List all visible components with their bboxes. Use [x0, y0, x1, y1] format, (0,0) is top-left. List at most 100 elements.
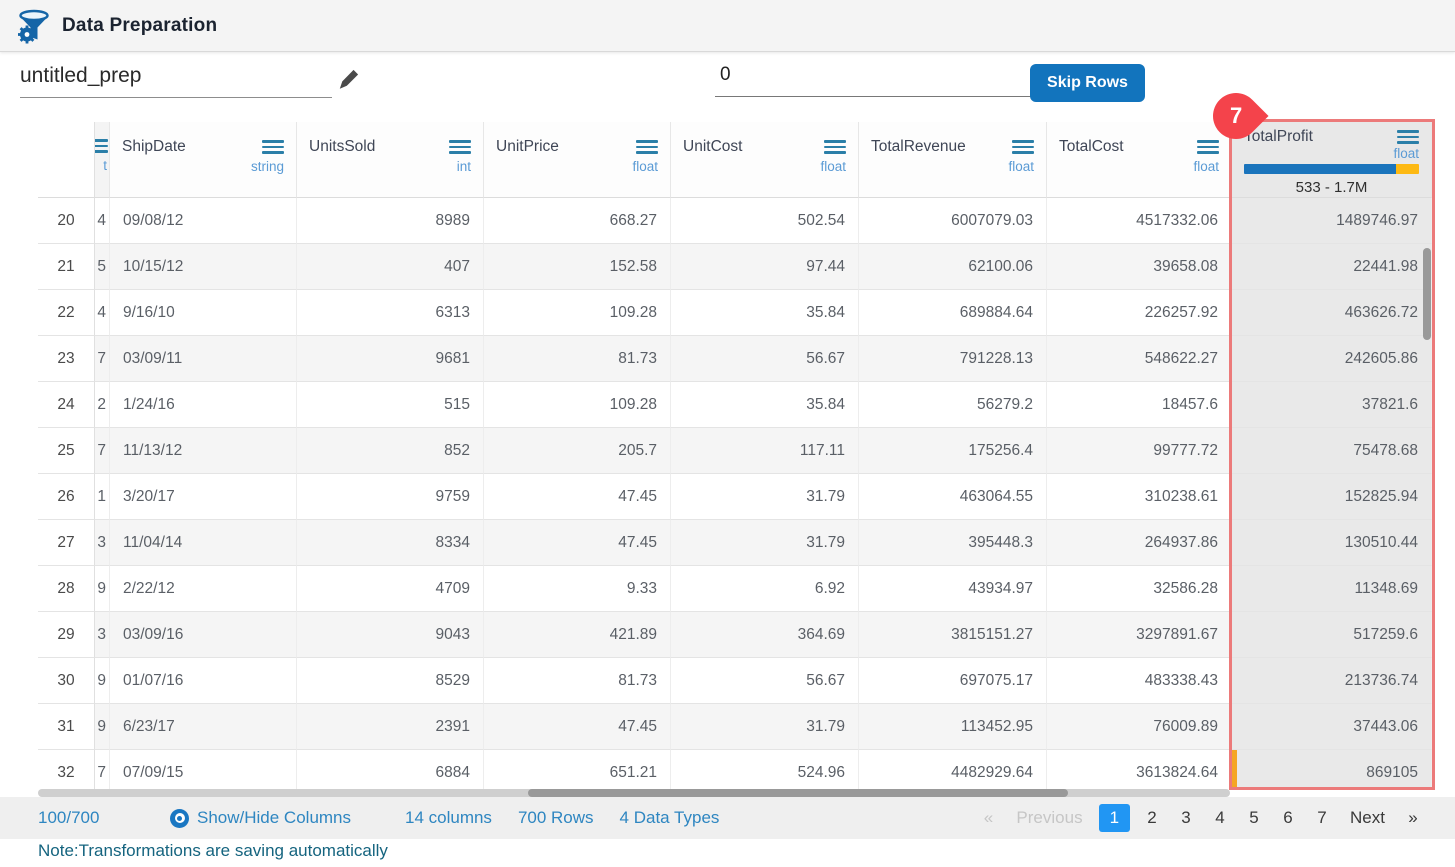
distribution-bar-yellow — [1396, 164, 1419, 174]
column-menu-icon[interactable] — [95, 139, 108, 153]
cell-total_profit: 130510.44 — [1232, 520, 1432, 566]
pagination-page-5[interactable]: 5 — [1249, 808, 1259, 827]
pagination-previous[interactable]: Previous — [1016, 808, 1083, 827]
cell-unit_cost: 31.79 — [671, 520, 859, 566]
cell-unit_price: 651.21 — [484, 750, 671, 790]
cell-total_cost: 18457.6 — [1047, 382, 1232, 428]
row-number: 23 — [38, 336, 95, 382]
column-header-units_sold[interactable]: UnitsSold int — [297, 122, 484, 198]
clipped-cell: 3 — [95, 612, 110, 658]
cell-unit_cost: 97.44 — [671, 244, 859, 290]
pagination-page-1[interactable]: 1 — [1098, 804, 1131, 832]
column-label: TotalProfit — [1244, 128, 1313, 145]
show-hide-columns-button[interactable]: Show/Hide Columns — [170, 797, 351, 839]
skip-rows-button[interactable]: Skip Rows — [1030, 64, 1145, 102]
column-header-ship_date[interactable]: ShipDate string — [110, 122, 297, 198]
column-header-total_cost[interactable]: TotalCost float — [1047, 122, 1232, 198]
pagination: « Previous 1 2 3 4 5 6 7 Next » — [976, 797, 1425, 839]
horizontal-scrollbar-thumb[interactable] — [528, 789, 1068, 797]
column-menu-icon[interactable] — [1397, 130, 1419, 144]
pagination-next[interactable]: Next — [1350, 808, 1385, 827]
vertical-scrollbar-thumb[interactable] — [1423, 248, 1431, 340]
cell-total_revenue: 62100.06 — [859, 244, 1047, 290]
cell-units_sold: 4709 — [297, 566, 484, 612]
column-range-label: 533 - 1.7M — [1295, 179, 1368, 196]
column-menu-icon[interactable] — [1012, 140, 1034, 154]
clipped-cell: 5 — [95, 244, 110, 290]
clipped-cell: 4 — [95, 290, 110, 336]
cell-total_cost: 264937.86 — [1047, 520, 1232, 566]
cell-ship_date: 2/22/12 — [110, 566, 297, 612]
cell-total_profit: 1489746.97 — [1232, 198, 1432, 244]
pagination-page-3[interactable]: 3 — [1181, 808, 1191, 827]
cell-total_profit: 242605.86 — [1232, 336, 1432, 382]
clipped-column-header[interactable]: t — [95, 122, 110, 198]
skip-rows-input[interactable]: 0 — [715, 64, 1091, 97]
column-header-unit_cost[interactable]: UnitCost float — [671, 122, 859, 198]
cell-units_sold: 9759 — [297, 474, 484, 520]
row-number: 27 — [38, 520, 95, 566]
cell-total_cost: 3297891.67 — [1047, 612, 1232, 658]
row-number: 28 — [38, 566, 95, 612]
cell-units_sold: 852 — [297, 428, 484, 474]
column-header-total_revenue[interactable]: TotalRevenue float — [859, 122, 1047, 198]
cell-total_revenue: 689884.64 — [859, 290, 1047, 336]
cell-total_revenue: 113452.95 — [859, 704, 1047, 750]
table-row: 23 7 03/09/11 9681 81.73 56.67 791228.13 548622… — [38, 336, 1433, 382]
cell-total_cost: 99777.72 — [1047, 428, 1232, 474]
pagination-page-7[interactable]: 7 — [1317, 808, 1327, 827]
cell-ship_date: 6/23/17 — [110, 704, 297, 750]
row-number-header — [38, 122, 95, 198]
cell-ship_date: 11/04/14 — [110, 520, 297, 566]
cell-unit_cost: 117.11 — [671, 428, 859, 474]
row-number: 21 — [38, 244, 95, 290]
pagination-page-2[interactable]: 2 — [1147, 808, 1157, 827]
cell-total_revenue: 43934.97 — [859, 566, 1047, 612]
horizontal-scrollbar[interactable] — [38, 789, 1230, 797]
column-label: TotalCost — [1059, 138, 1124, 155]
row-number: 31 — [38, 704, 95, 750]
cell-units_sold: 6313 — [297, 290, 484, 336]
column-menu-icon[interactable] — [824, 140, 846, 154]
column-menu-icon[interactable] — [636, 140, 658, 154]
cell-unit_price: 421.89 — [484, 612, 671, 658]
pagination-first[interactable]: « — [983, 808, 994, 827]
cell-unit_price: 205.7 — [484, 428, 671, 474]
cell-total_revenue: 6007079.03 — [859, 198, 1047, 244]
column-type-label: string — [250, 159, 284, 174]
autosave-note: Note:Transformations are saving automati… — [38, 841, 388, 860]
cell-units_sold: 8989 — [297, 198, 484, 244]
column-type-label: float — [1008, 159, 1034, 174]
clipped-cell: 9 — [95, 566, 110, 612]
cell-total_cost: 39658.08 — [1047, 244, 1232, 290]
cell-unit_cost: 31.79 — [671, 704, 859, 750]
cell-ship_date: 03/09/16 — [110, 612, 297, 658]
cell-total_revenue: 4482929.64 — [859, 750, 1047, 790]
column-type-label: int — [456, 159, 471, 174]
row-number: 20 — [38, 198, 95, 244]
cell-total_cost: 76009.89 — [1047, 704, 1232, 750]
app-logo-icon — [18, 9, 49, 43]
table-row: 30 9 01/07/16 8529 81.73 56.67 697075.17 483338… — [38, 658, 1433, 704]
prep-name-input[interactable]: untitled_prep — [20, 64, 332, 98]
column-header-total_profit[interactable]: TotalProfit float 533 - 1.7M — [1232, 122, 1432, 198]
column-menu-icon[interactable] — [262, 140, 284, 154]
pagination-last[interactable]: » — [1408, 808, 1418, 827]
row-number: 32 — [38, 750, 95, 790]
edit-pencil-icon[interactable] — [336, 66, 362, 92]
pagination-page-6[interactable]: 6 — [1283, 808, 1293, 827]
table-row: 20 4 09/08/12 8989 668.27 502.54 6007079.03 451… — [38, 198, 1433, 244]
cell-units_sold: 6884 — [297, 750, 484, 790]
table-row: 22 4 9/16/10 6313 109.28 35.84 689884.64 226257… — [38, 290, 1433, 336]
clipped-cell: 2 — [95, 382, 110, 428]
pagination-page-4[interactable]: 4 — [1215, 808, 1225, 827]
column-label: UnitCost — [683, 138, 743, 155]
column-menu-icon[interactable] — [1197, 140, 1219, 154]
column-label: UnitPrice — [496, 138, 559, 155]
page-title: Data Preparation — [62, 14, 218, 36]
clipped-cell: 1 — [95, 474, 110, 520]
column-header-unit_price[interactable]: UnitPrice float — [484, 122, 671, 198]
cell-total_profit: 37821.6 — [1232, 382, 1432, 428]
column-menu-icon[interactable] — [449, 140, 471, 154]
